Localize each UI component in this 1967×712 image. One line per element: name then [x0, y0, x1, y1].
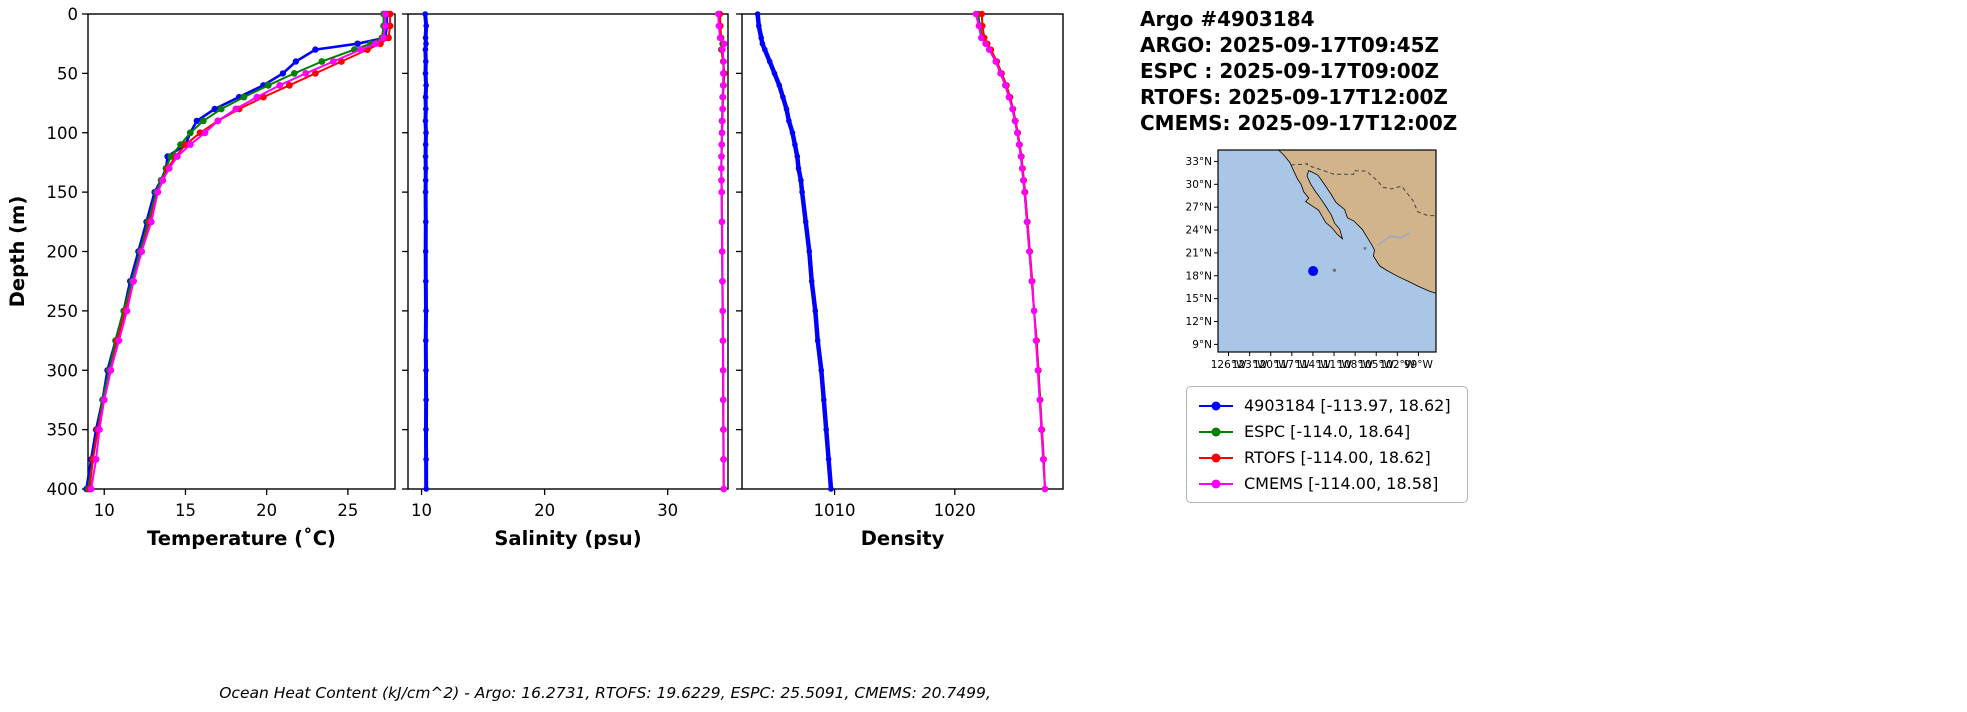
rtofs-time-line: RTOFS: 2025-09-17T12:00Z [1140, 85, 1448, 109]
y-tick-label: 50 [57, 64, 78, 83]
x-tick-label: 25 [337, 501, 358, 520]
salinity-axis-label: Salinity (psu) [494, 527, 641, 550]
map-lat-tick-label: 21°N [1186, 247, 1212, 259]
legend-label: ESPC [-114.0, 18.64] [1244, 422, 1411, 441]
x-tick-label: 1010 [814, 501, 856, 520]
legend-marker-icon [1199, 427, 1233, 436]
x-tick-label: 20 [534, 501, 555, 520]
map-lat-tick-label: 9°N [1192, 339, 1212, 351]
legend-marker-icon [1199, 453, 1233, 462]
map-lon-tick-label: 126°W [1211, 359, 1247, 371]
legend-label: 4903184 [-113.97, 18.62] [1244, 396, 1451, 415]
map-lon-tick-label: 114°W [1295, 359, 1331, 371]
y-tick-label: 350 [47, 421, 79, 440]
y-tick-label: 150 [47, 183, 79, 202]
legend-marker-icon [1199, 401, 1233, 410]
info-panel: Argo #4903184 ARGO: 2025-09-17T09:45Z ES… [1140, 6, 1457, 136]
y-tick-label: 0 [68, 5, 79, 24]
temperature-panel: 10 15 20 25050100150200250300350400Temperat… [6, 5, 396, 550]
map-island [1332, 268, 1336, 272]
map-land [1277, 150, 1436, 294]
map-lat-tick-label: 30°N [1186, 179, 1212, 191]
x-tick-label: 15 [175, 501, 196, 520]
x-tick-label: 10 [411, 501, 432, 520]
map-lat-tick-label: 27°N [1186, 202, 1212, 214]
map-lon-tick-label: 105°W [1358, 359, 1394, 371]
y-tick-label: 300 [47, 361, 79, 380]
map-lon-tick-label: 117°W [1274, 359, 1310, 371]
series-markers-CMEMS [972, 10, 1049, 493]
x-tick-label: 10 [94, 501, 115, 520]
espc-time-line: ESPC : 2025-09-17T09:00Z [1140, 59, 1440, 83]
temperature-frame [87, 13, 396, 490]
map-border-line [1291, 163, 1436, 217]
depth-axis-label: Depth (m) [6, 196, 29, 308]
legend-item-2: RTOFS [-114.00, 18.62] [1197, 448, 1451, 467]
location-map: 33°N 30°N 27°N 24°N 21°N 18°N 15°N 12°N 9°N 126°W… [1186, 149, 1437, 371]
salinity-frame [407, 13, 729, 490]
cmems-time-line: CMEMS: 2025-09-17T12:00Z [1140, 111, 1458, 135]
map-lat-tick-label: 18°N [1186, 270, 1212, 282]
legend-item-0: 4903184 [-113.97, 18.62] [1197, 396, 1451, 415]
legend: 4903184 [-113.97, 18.62] ESPC [-114.0, 18… [1186, 386, 1468, 503]
map-lon-tick-label: 111°W [1316, 359, 1352, 371]
legend-label: CMEMS [-114.00, 18.58] [1244, 474, 1439, 493]
y-tick-label: 250 [47, 302, 79, 321]
series-markers-4903184 [754, 11, 834, 492]
x-tick-label: 30 [657, 501, 678, 520]
profile-charts: 10 15 20 25050100150200250300350400Temperat… [6, 5, 1064, 550]
argo-time-line: ARGO: 2025-09-17T09:45Z [1140, 33, 1439, 57]
y-tick-label: 400 [47, 480, 79, 499]
series-markers-4903184 [422, 11, 430, 492]
map-island [1363, 247, 1367, 250]
ohc-footnote: Ocean Heat Content (kJ/cm^2) - Argo: 16.… [219, 684, 991, 702]
float-title: Argo #4903184 [1140, 7, 1315, 31]
legend-marker-icon [1199, 479, 1233, 488]
map-lon-tick-label: 120°W [1253, 359, 1289, 371]
legend-item-3: CMEMS [-114.00, 18.58] [1197, 474, 1451, 493]
map-lat-tick-label: 12°N [1186, 316, 1212, 328]
temperature-axis-label: Temperature (˚C) [147, 527, 336, 550]
salinity-panel: 10 20 30 Salinity (psu) [402, 10, 729, 550]
y-tick-label: 100 [47, 124, 79, 143]
density-axis-label: Density [861, 527, 945, 550]
x-tick-label: 1020 [934, 501, 976, 520]
map-lat-tick-label: 33°N [1186, 156, 1212, 168]
map-lat-tick-label: 24°N [1186, 225, 1212, 237]
series-markers-CMEMS [715, 10, 728, 493]
map-lon-tick-label: 99°W [1404, 359, 1434, 371]
legend-label: RTOFS [-114.00, 18.62] [1244, 448, 1431, 467]
map-frame [1217, 149, 1437, 353]
density-frame [741, 13, 1064, 490]
map-lon-tick-label: 102°W [1379, 359, 1415, 371]
float-position-marker [1308, 266, 1319, 277]
x-tick-label: 20 [256, 501, 277, 520]
map-lon-tick-label: 123°W [1232, 359, 1268, 371]
map-river [1377, 232, 1411, 246]
map-lon-tick-label: 108°W [1337, 359, 1373, 371]
series-markers-CMEMS [87, 10, 389, 493]
y-tick-label: 200 [47, 243, 79, 262]
density-panel: 1010 1020 Density [736, 10, 1064, 550]
legend-item-1: ESPC [-114.0, 18.64] [1197, 422, 1451, 441]
map-lat-tick-label: 15°N [1186, 293, 1212, 305]
